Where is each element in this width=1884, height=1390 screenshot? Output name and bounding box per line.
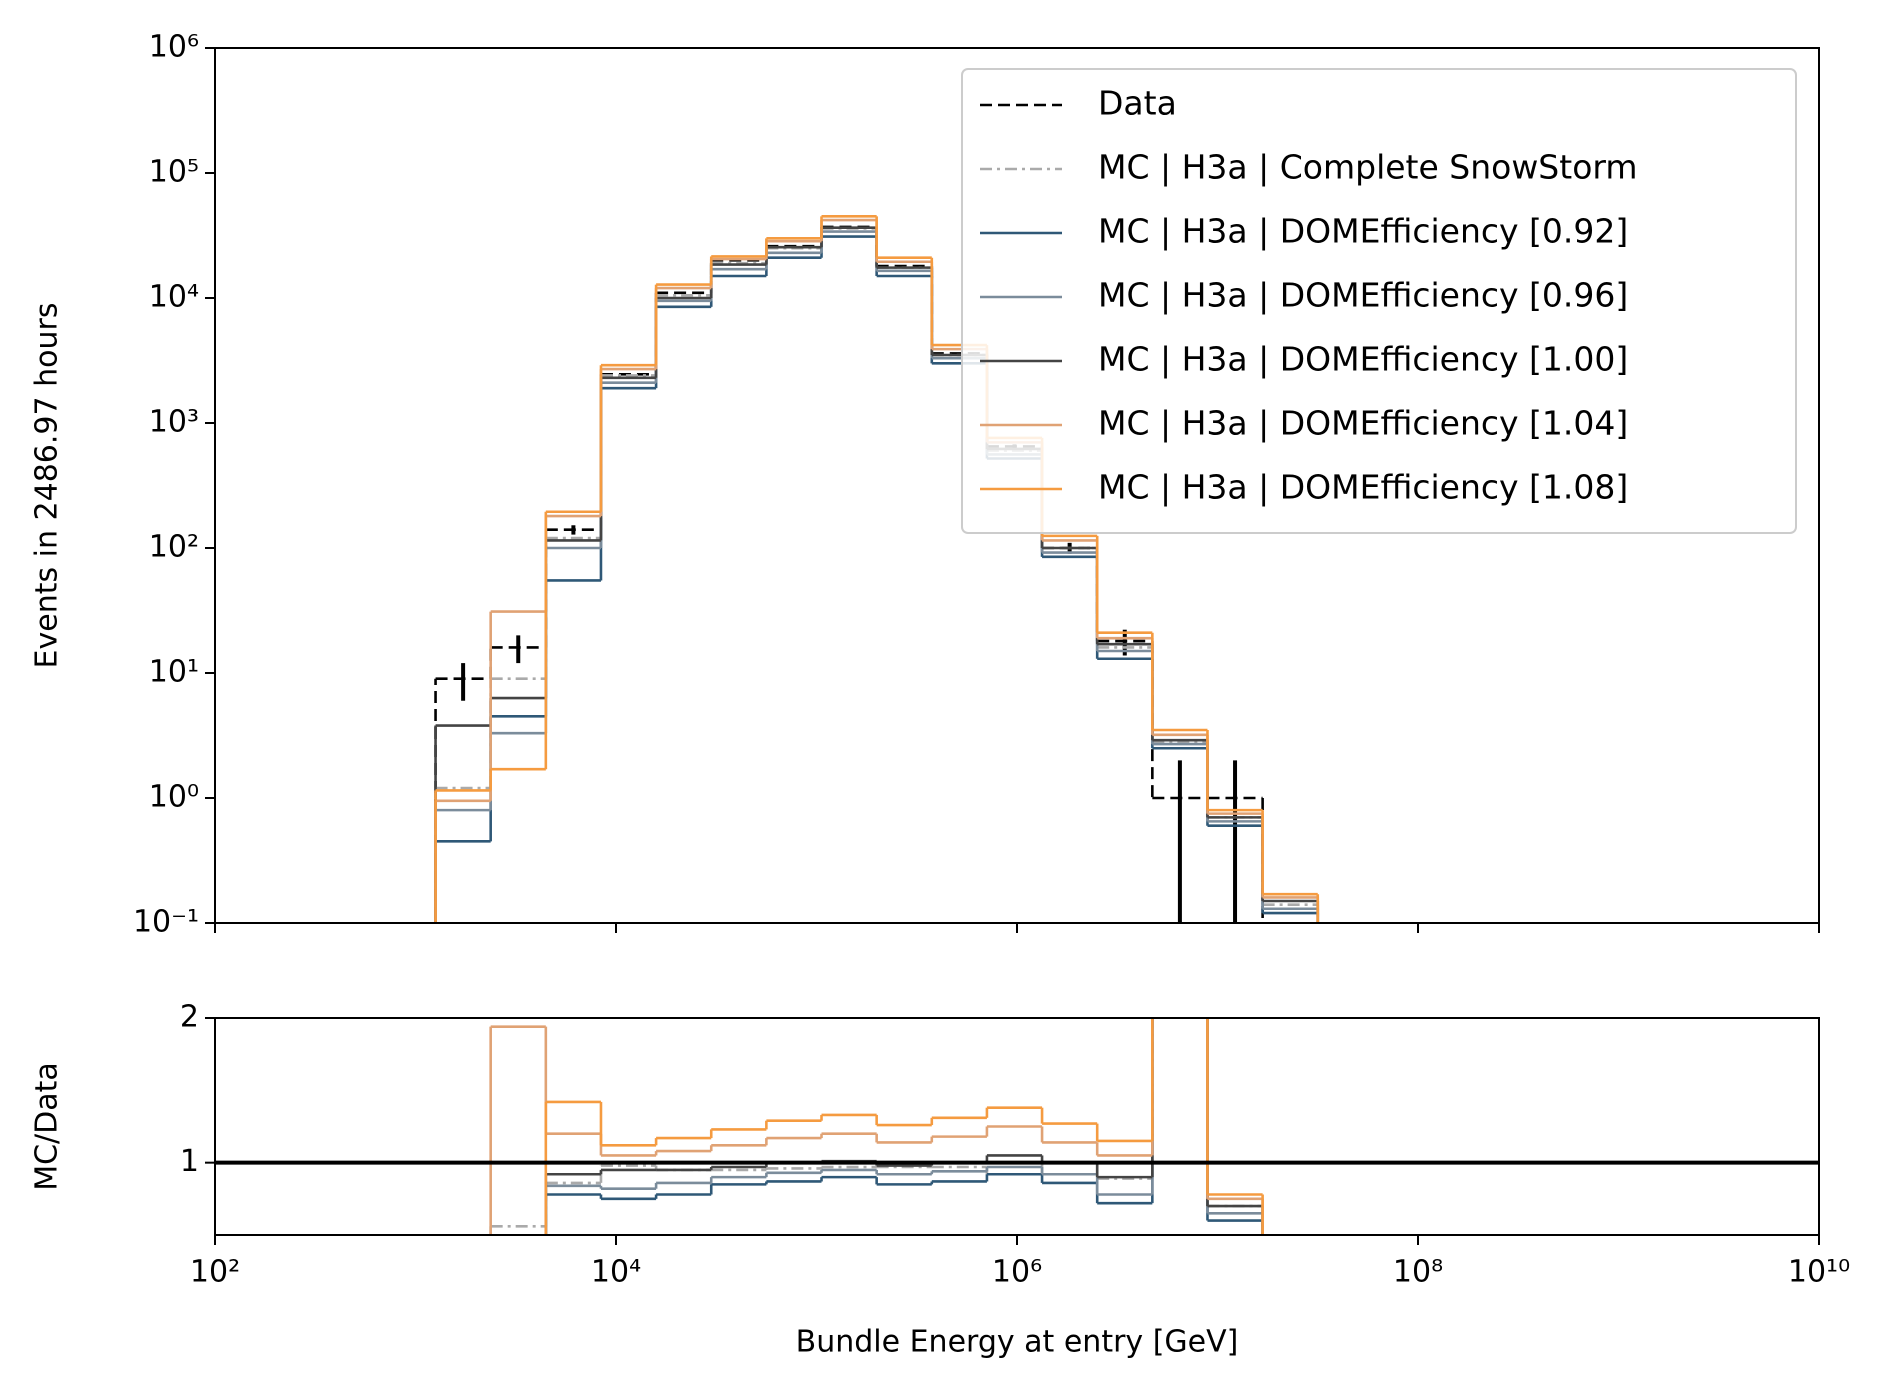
x-axis-label: Bundle Energy at entry [GeV] (796, 1325, 1239, 1360)
y-tick-label: 2 (180, 1000, 199, 1035)
x-tick-label: 10⁸ (1393, 1255, 1443, 1290)
legend-label: MC | H3a | DOMEfficiency [0.92] (1098, 212, 1628, 251)
y-axis-label: MC/Data (30, 1062, 65, 1191)
y-tick-label: 10⁵ (149, 155, 199, 190)
y-tick-label: 10² (149, 530, 199, 565)
y-tick-label: 10¹ (149, 655, 199, 690)
legend-label: MC | H3a | DOMEfficiency [1.08] (1098, 468, 1628, 507)
y-tick-label: 1 (180, 1144, 199, 1179)
legend: Data MC | H3a | Complete SnowStorm MC | H3… (961, 68, 1797, 534)
y-tick-label: 10⁶ (149, 30, 199, 65)
legend-label: MC | H3a | DOMEfficiency [1.00] (1098, 340, 1628, 379)
x-tick-label: 10⁶ (992, 1255, 1042, 1290)
legend-label: MC | H3a | Complete SnowStorm (1098, 148, 1638, 187)
y-tick-label: 10⁻¹ (133, 905, 199, 940)
y-tick-label: 10⁴ (149, 280, 199, 315)
x-tick-label: 10⁴ (591, 1255, 641, 1290)
y-tick-label: 10⁰ (149, 780, 199, 815)
legend-label: MC | H3a | DOMEfficiency [0.96] (1098, 276, 1628, 315)
y-axis-label: Events in 2486.97 hours (30, 303, 65, 669)
x-tick-label: 10¹⁰ (1788, 1255, 1850, 1290)
x-tick-label: 10² (190, 1255, 240, 1290)
y-tick-label: 10³ (149, 405, 199, 440)
legend-label: Data (1098, 84, 1177, 123)
legend-label: MC | H3a | DOMEfficiency [1.04] (1098, 404, 1628, 443)
legend-box (961, 68, 1797, 534)
plot-area (489, 1018, 1264, 1235)
